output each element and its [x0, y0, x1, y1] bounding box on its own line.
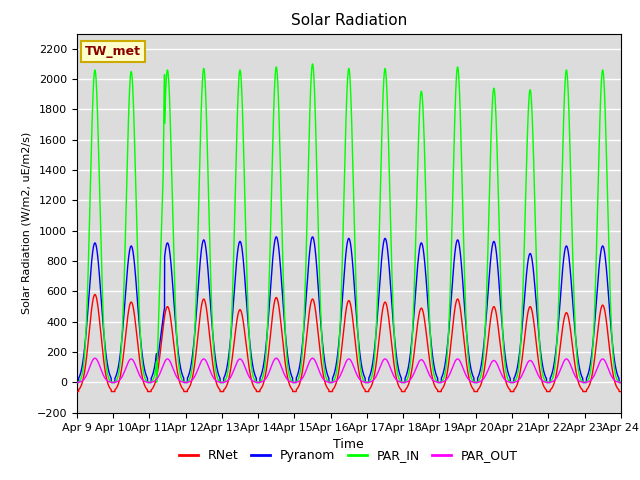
Pyranom — [73, 380, 81, 385]
PAR_IN — [189, 354, 197, 360]
PAR_OUT — [91, 355, 99, 361]
PAR_OUT — [424, 369, 431, 374]
PAR_OUT — [73, 380, 81, 385]
Pyranom — [617, 380, 625, 385]
RNet — [617, 389, 625, 395]
RNet — [276, 317, 284, 323]
RNet — [424, 344, 431, 350]
Line: RNet: RNet — [77, 295, 621, 392]
PAR_OUT — [189, 376, 197, 382]
RNet — [501, 376, 509, 382]
PAR_IN — [73, 380, 81, 385]
PAR_IN — [276, 166, 284, 172]
PAR_IN — [184, 379, 191, 384]
PAR_IN — [308, 61, 316, 67]
Legend: RNet, Pyranom, PAR_IN, PAR_OUT: RNet, Pyranom, PAR_IN, PAR_OUT — [174, 444, 524, 467]
RNet — [184, 387, 191, 393]
Pyranom — [189, 347, 197, 353]
RNet — [91, 292, 99, 298]
PAR_OUT — [184, 379, 191, 385]
Line: Pyranom: Pyranom — [77, 237, 621, 383]
PAR_OUT — [501, 377, 509, 383]
PAR_IN — [501, 362, 509, 368]
Pyranom — [184, 375, 191, 381]
PAR_OUT — [615, 379, 623, 385]
PAR_IN — [424, 267, 431, 273]
PAR_IN — [615, 379, 623, 384]
Line: PAR_IN: PAR_IN — [77, 64, 621, 383]
Y-axis label: Solar Radiation (W/m2, uE/m2/s): Solar Radiation (W/m2, uE/m2/s) — [21, 132, 31, 314]
RNet — [73, 389, 81, 395]
Pyranom — [273, 234, 280, 240]
X-axis label: Time: Time — [333, 438, 364, 451]
RNet — [615, 387, 623, 393]
PAR_IN — [617, 380, 625, 385]
Pyranom — [501, 353, 509, 359]
Pyranom — [424, 300, 431, 305]
PAR_OUT — [276, 361, 284, 367]
Line: PAR_OUT: PAR_OUT — [77, 358, 621, 383]
PAR_OUT — [617, 380, 625, 385]
Pyranom — [615, 375, 623, 381]
Title: Solar Radiation: Solar Radiation — [291, 13, 407, 28]
RNet — [189, 371, 197, 376]
Pyranom — [276, 264, 284, 270]
Text: TW_met: TW_met — [85, 45, 141, 58]
